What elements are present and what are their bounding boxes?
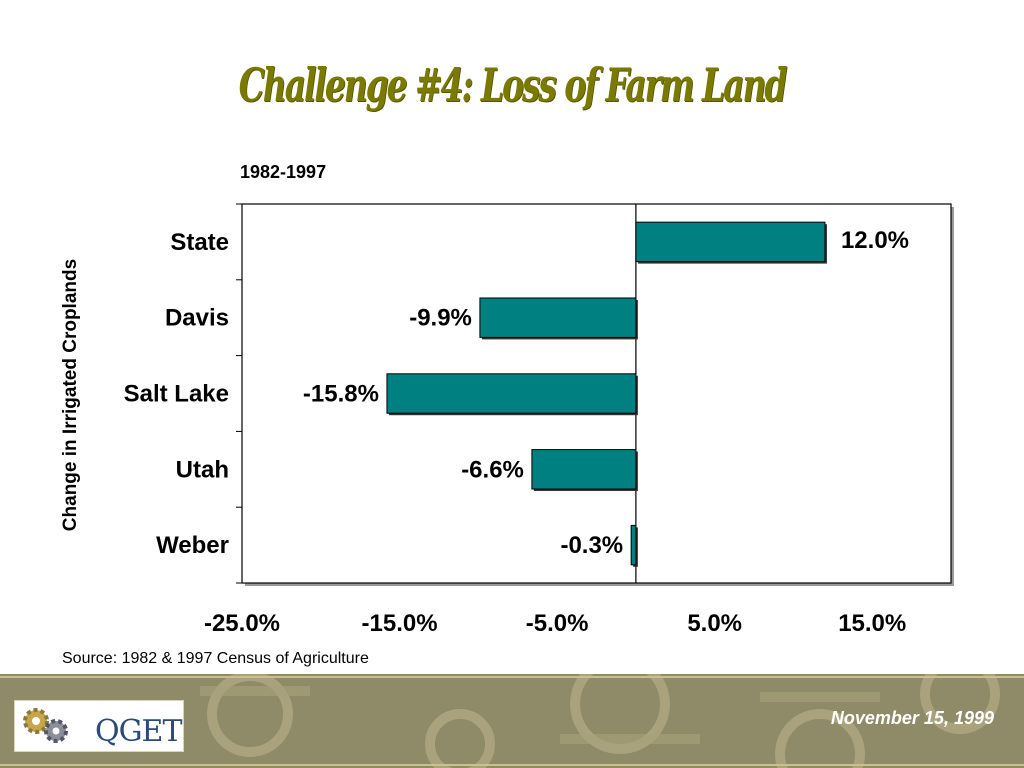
x-tick-label: -5.0% bbox=[526, 610, 589, 637]
bar bbox=[479, 297, 637, 338]
category-label: Weber bbox=[156, 532, 229, 559]
y-axis-label: Change in Irrigated Croplands bbox=[60, 259, 81, 531]
bar bbox=[386, 373, 637, 414]
value-label: 12.0% bbox=[841, 227, 909, 254]
x-tick-label: 15.0% bbox=[838, 610, 906, 637]
logo-text: QGET bbox=[95, 714, 182, 749]
plot-area bbox=[241, 203, 952, 584]
x-tick-label: 5.0% bbox=[687, 610, 742, 637]
bar bbox=[635, 221, 826, 263]
chart-subtitle: 1982-1997 bbox=[240, 162, 326, 182]
gears-logo-icon bbox=[23, 708, 68, 743]
value-label: -9.9% bbox=[409, 305, 472, 332]
presentation-date: November 15, 1999 bbox=[830, 708, 994, 728]
slide-title: Challenge #4: Loss of Farm Land bbox=[238, 58, 788, 112]
bar bbox=[531, 449, 637, 490]
x-tick-label: -15.0% bbox=[362, 610, 438, 637]
value-label: -0.3% bbox=[560, 532, 623, 559]
bar-chart: 1982-1997 Change in Irrigated Croplands … bbox=[60, 162, 954, 637]
category-label: Salt Lake bbox=[124, 381, 229, 408]
source-note: Source: 1982 & 1997 Census of Agricultur… bbox=[62, 650, 369, 667]
category-label: Davis bbox=[165, 305, 229, 332]
value-label: -15.8% bbox=[303, 381, 379, 408]
x-tick-label: -25.0% bbox=[204, 610, 280, 637]
category-label: State bbox=[170, 229, 229, 256]
category-label: Utah bbox=[176, 456, 229, 483]
value-label: -6.6% bbox=[461, 456, 524, 483]
bar bbox=[630, 524, 637, 566]
